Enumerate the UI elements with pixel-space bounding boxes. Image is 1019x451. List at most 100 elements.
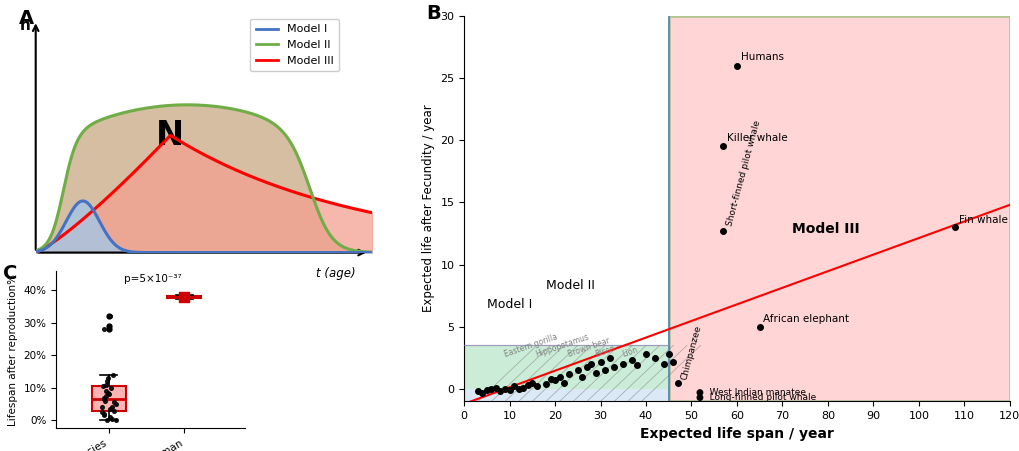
Point	[102, 405, 118, 413]
Point	[107, 417, 123, 424]
Text: n: n	[20, 18, 31, 32]
Point	[664, 358, 681, 365]
Point	[751, 323, 767, 331]
Point	[101, 391, 117, 398]
Point	[524, 379, 540, 387]
Point	[628, 362, 644, 369]
Text: t (age): t (age)	[316, 267, 356, 280]
Bar	[464, 345, 668, 389]
Point	[551, 373, 568, 380]
Point	[946, 224, 962, 231]
Point	[587, 369, 603, 377]
Point	[483, 385, 499, 392]
Point	[97, 397, 113, 405]
Point	[714, 227, 731, 235]
Point	[492, 388, 508, 395]
Text: Brown bear: Brown bear	[566, 336, 610, 359]
Point	[101, 322, 117, 330]
Text: Fin whale: Fin whale	[958, 215, 1007, 225]
Text: ●  West Indian manatee: ● West Indian manatee	[695, 387, 805, 396]
Point	[98, 387, 114, 395]
Text: Model III: Model III	[791, 222, 858, 236]
Point	[637, 350, 653, 358]
Point	[469, 388, 485, 395]
Point	[98, 381, 114, 388]
Point	[102, 384, 118, 391]
Point	[515, 384, 531, 391]
Point	[104, 404, 120, 411]
Point	[605, 363, 622, 370]
Text: Humans: Humans	[740, 52, 783, 62]
Point	[501, 387, 518, 394]
Point	[546, 377, 562, 384]
Point	[478, 387, 494, 394]
Point	[98, 392, 114, 400]
PathPatch shape	[92, 386, 125, 410]
Text: Eastern gorilla: Eastern gorilla	[502, 332, 558, 359]
Y-axis label: Expected life after Fecundity / year: Expected life after Fecundity / year	[421, 105, 434, 313]
Point	[176, 293, 193, 300]
Point	[96, 394, 112, 401]
Text: ●  Long-finned pilot whale: ● Long-finned pilot whale	[695, 392, 815, 401]
Point	[96, 396, 112, 403]
Point	[96, 410, 112, 418]
Point	[601, 354, 618, 361]
Text: Bison: Bison	[593, 343, 615, 359]
Text: C: C	[3, 264, 17, 283]
Point	[669, 379, 686, 387]
Point	[560, 370, 577, 377]
Text: African elephant: African elephant	[762, 314, 849, 324]
Point	[555, 379, 572, 387]
Text: A: A	[19, 9, 34, 28]
Bar	[464, 345, 668, 401]
Point	[624, 357, 640, 364]
Point	[496, 385, 513, 392]
Point	[105, 371, 121, 378]
PathPatch shape	[167, 296, 201, 298]
Point	[99, 417, 115, 424]
Point	[108, 400, 124, 408]
Point	[94, 409, 110, 416]
Point	[102, 414, 118, 421]
Bar	[668, 16, 1009, 401]
Point	[95, 382, 111, 390]
Y-axis label: Lifespan after reproduction%: Lifespan after reproduction%	[8, 273, 17, 426]
Point	[94, 404, 110, 411]
Point	[714, 143, 731, 150]
Text: B: B	[426, 4, 440, 23]
Point	[528, 383, 544, 390]
Point	[728, 62, 744, 69]
Point	[106, 407, 122, 414]
Point	[660, 350, 677, 358]
Point	[646, 354, 662, 361]
Point	[574, 373, 590, 380]
Text: N: N	[156, 119, 184, 152]
Point	[505, 383, 522, 390]
X-axis label: Expected life span / year: Expected life span / year	[639, 427, 834, 441]
Point	[104, 415, 120, 422]
Text: Model II: Model II	[545, 280, 594, 292]
Text: Killer whale: Killer whale	[727, 133, 787, 143]
Point	[583, 360, 599, 368]
Point	[542, 375, 558, 382]
Point	[96, 326, 112, 333]
Text: Short-finned pilot whale: Short-finned pilot whale	[725, 120, 762, 227]
Point	[99, 377, 115, 385]
Point	[474, 389, 490, 396]
Point	[96, 412, 112, 419]
Text: Chimpanzee: Chimpanzee	[679, 325, 702, 382]
Point	[592, 358, 608, 365]
Point	[487, 384, 503, 391]
Text: Lion: Lion	[621, 345, 639, 359]
Point	[614, 360, 631, 368]
Point	[569, 367, 585, 374]
Text: Model I: Model I	[486, 298, 532, 311]
Point	[537, 380, 553, 387]
Legend: Model I, Model II, Model III: Model I, Model II, Model III	[250, 19, 338, 71]
Text: p=5×10⁻³⁷: p=5×10⁻³⁷	[123, 274, 181, 284]
Point	[578, 363, 594, 370]
Point	[106, 399, 122, 406]
Point	[511, 385, 527, 392]
Point	[100, 389, 116, 396]
Point	[100, 374, 116, 382]
